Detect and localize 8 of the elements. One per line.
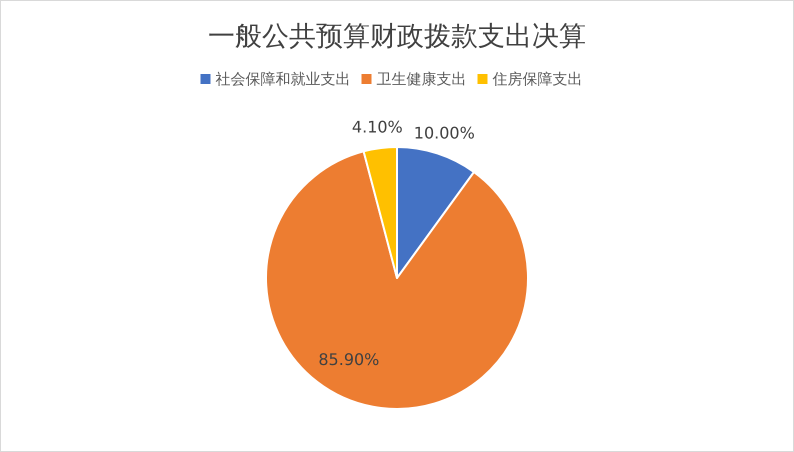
- legend-label: 卫生健康支出: [376, 70, 466, 88]
- legend-label: 住房保障支出: [492, 70, 582, 88]
- legend-label: 社会保障和就业支出: [216, 70, 350, 88]
- pie-slice: [265, 150, 529, 410]
- data-label: 4.10%: [352, 117, 403, 136]
- data-label: 10.00%: [414, 123, 475, 142]
- chart-title: 一般公共预算财政拨款支出决算: [208, 21, 586, 52]
- data-label: 85.90%: [318, 350, 380, 370]
